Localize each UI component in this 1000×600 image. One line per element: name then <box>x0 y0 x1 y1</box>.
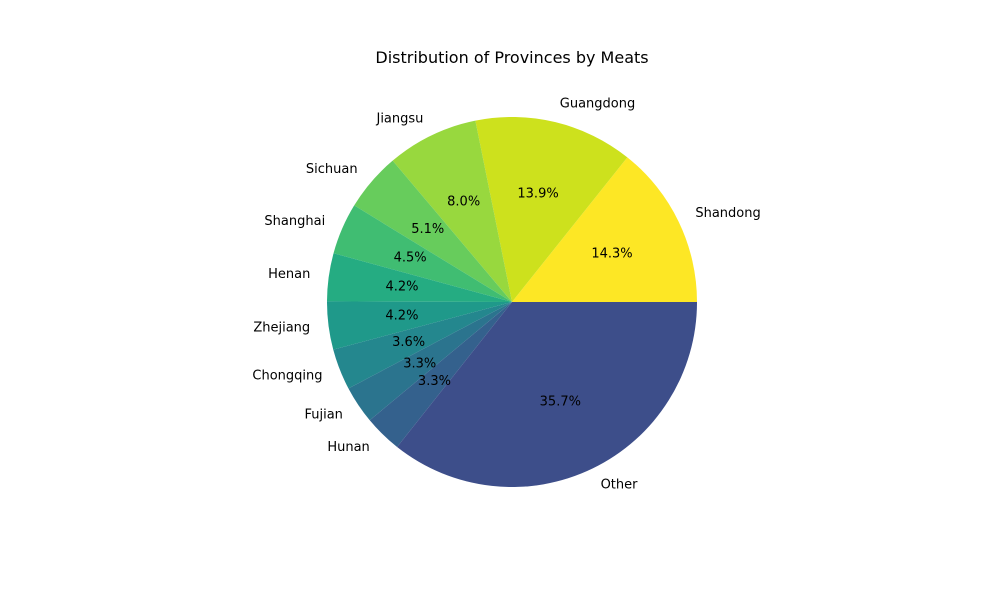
chart-title: Distribution of Provinces by Meats <box>375 48 648 67</box>
slice-percent-other: 35.7% <box>540 394 581 409</box>
slice-percent-guangdong: 13.9% <box>517 187 558 202</box>
pie-slice-hunan <box>369 302 512 448</box>
slice-percent-chongqing: 3.6% <box>392 335 425 350</box>
slice-percent-shanghai: 4.5% <box>394 250 427 265</box>
slice-percent-sichuan: 5.1% <box>411 222 444 237</box>
slice-label-sichuan: Sichuan <box>306 162 358 177</box>
slice-percent-fujian: 3.3% <box>403 356 436 371</box>
slice-label-zhejiang: Zhejiang <box>253 321 310 336</box>
slice-label-guangdong: Guangdong <box>560 97 635 112</box>
slice-label-shanghai: Shanghai <box>264 214 325 229</box>
slice-label-henan: Henan <box>268 267 310 282</box>
slice-label-shandong: Shandong <box>695 206 760 221</box>
pie-slice-shanghai <box>333 205 512 302</box>
slice-percent-hunan: 3.3% <box>418 374 451 389</box>
pie-slice-henan <box>327 253 512 302</box>
slice-label-fujian: Fujian <box>304 408 342 423</box>
pie-slice-chongqing <box>333 302 512 389</box>
pie-slice-fujian <box>348 302 512 421</box>
pie-slice-sichuan <box>354 160 512 302</box>
slice-percent-shandong: 14.3% <box>591 246 632 261</box>
slice-percent-henan: 4.2% <box>385 280 418 295</box>
pie-slice-zhejiang <box>327 301 512 350</box>
slice-percent-jiangsu: 8.0% <box>447 195 480 210</box>
slice-label-hunan: Hunan <box>327 440 369 455</box>
slice-label-jiangsu: Jiangsu <box>375 111 423 126</box>
pie-slice-other <box>397 302 697 487</box>
slice-label-other: Other <box>601 478 639 493</box>
slice-label-chongqing: Chongqing <box>252 369 322 384</box>
pie-slice-shandong <box>512 157 697 302</box>
slice-percent-zhejiang: 4.2% <box>385 309 418 324</box>
pie-labels: Shandong 14.3% Guangdong 13.9% Jiangsu 8.0% Si… <box>252 97 760 493</box>
pie-slice-guangdong <box>475 117 628 302</box>
pie-slices <box>327 117 697 487</box>
pie-slice-jiangsu <box>392 120 512 302</box>
